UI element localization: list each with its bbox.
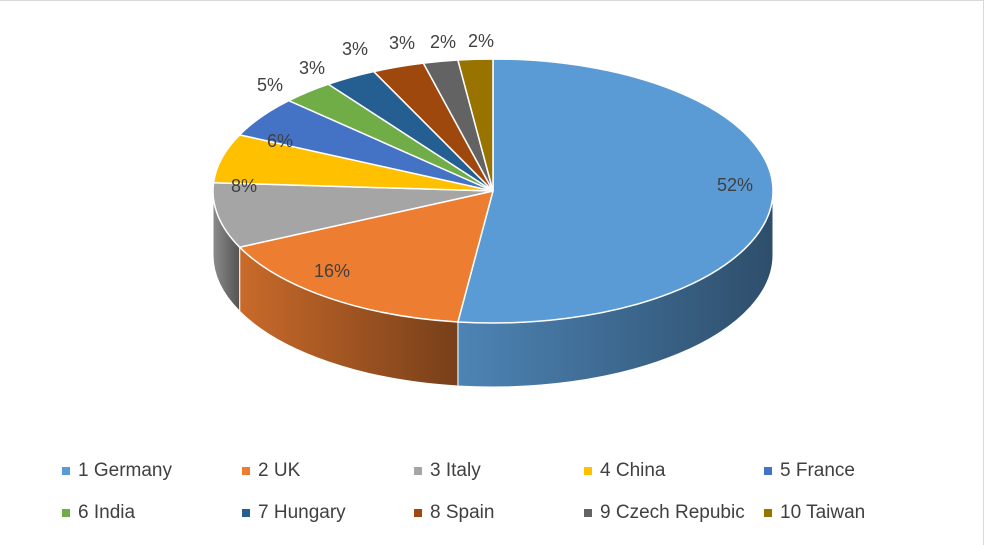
data-label-10-taiwan: 2% bbox=[468, 31, 494, 51]
legend-swatch bbox=[584, 509, 592, 517]
legend-item-5-france: 5 France bbox=[764, 460, 855, 482]
legend-item-7-hungary: 7 Hungary bbox=[242, 502, 346, 524]
data-label-8-spain: 3% bbox=[389, 33, 415, 53]
legend-swatch bbox=[764, 467, 772, 475]
legend-swatch bbox=[414, 467, 422, 475]
legend-label: 3 Italy bbox=[430, 460, 481, 481]
pie-slice-1-germany bbox=[456, 58, 774, 324]
legend-swatch bbox=[414, 509, 422, 517]
legend-label: 4 China bbox=[600, 460, 666, 481]
data-label-4-china: 6% bbox=[267, 131, 293, 151]
legend-item-8-spain: 8 Spain bbox=[414, 502, 494, 524]
pie-slice-2-uk bbox=[238, 190, 495, 323]
data-label-9-czech-repubic: 2% bbox=[430, 32, 456, 52]
legend-label: 9 Czech Repubic bbox=[600, 502, 745, 523]
chart-top-border bbox=[0, 0, 984, 1]
pie-slices bbox=[212, 58, 774, 324]
pie-chart: 52% 16% 8% 6% 5% 3% 3% 3% 2% 2% bbox=[212, 31, 774, 388]
legend-label: 2 UK bbox=[258, 460, 301, 481]
legend-swatch bbox=[242, 467, 250, 475]
data-label-6-india: 3% bbox=[299, 58, 325, 78]
legend-swatch bbox=[764, 509, 772, 517]
legend-label: 6 India bbox=[78, 502, 136, 523]
legend-swatch bbox=[584, 467, 592, 475]
data-labels: 52% 16% 8% 6% 5% 3% 3% 3% 2% 2% bbox=[231, 31, 753, 281]
legend-swatch bbox=[62, 509, 70, 517]
legend-item-9-czech-repubic: 9 Czech Repubic bbox=[584, 502, 745, 524]
legend-swatch bbox=[242, 509, 250, 517]
legend-label: 10 Taiwan bbox=[780, 502, 866, 523]
legend-label: 8 Spain bbox=[430, 502, 495, 523]
data-label-5-france: 5% bbox=[257, 75, 283, 95]
legend-item-6-india: 6 India bbox=[62, 502, 135, 524]
data-label-1-germany: 52% bbox=[717, 175, 753, 195]
legend-label: 1 Germany bbox=[78, 460, 172, 481]
pie-slice-3-italy bbox=[212, 181, 494, 249]
pie-slice-10-taiwan bbox=[456, 58, 494, 192]
legend-label: 7 Hungary bbox=[258, 502, 346, 523]
legend-item-2-uk: 2 UK bbox=[242, 460, 300, 482]
legend-item-10-taiwan: 10 Taiwan bbox=[764, 502, 865, 524]
data-label-3-italy: 8% bbox=[231, 176, 257, 196]
data-label-7-hungary: 3% bbox=[342, 39, 368, 59]
legend-swatch bbox=[62, 467, 70, 475]
legend-item-3-italy: 3 Italy bbox=[414, 460, 481, 482]
legend-label: 5 France bbox=[780, 460, 855, 481]
legend-item-1-germany: 1 Germany bbox=[62, 460, 172, 482]
data-label-2-uk: 16% bbox=[314, 261, 350, 281]
legend-item-4-china: 4 China bbox=[584, 460, 666, 482]
